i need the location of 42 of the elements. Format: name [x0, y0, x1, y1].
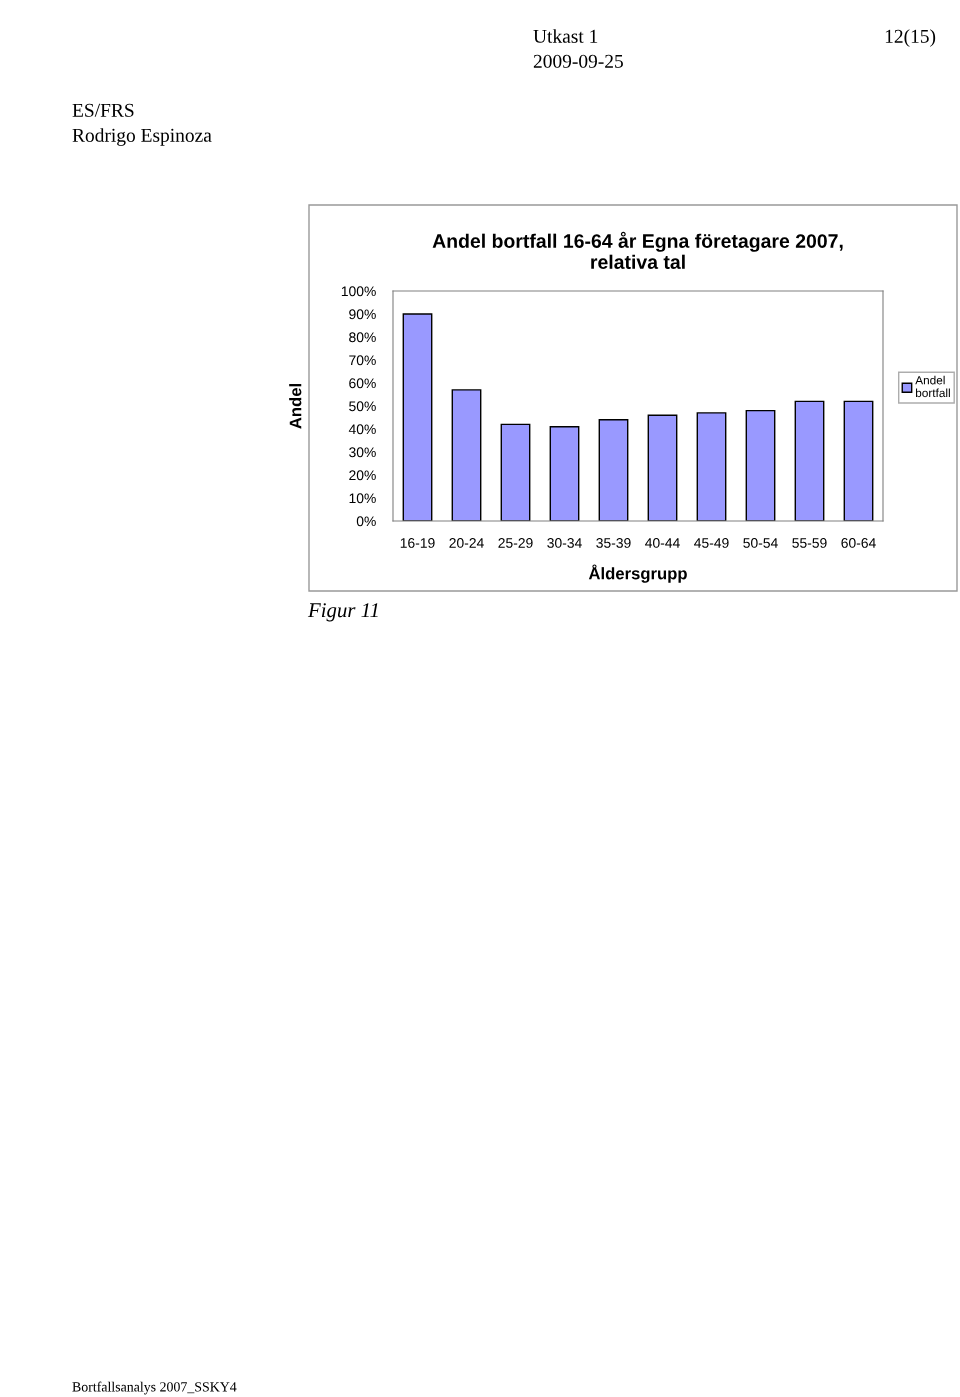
text: Figur 11 — [307, 603, 378, 622]
text: Bortfallsanalys 2007_SSKY4 — [72, 1381, 237, 1395]
x-tick-label: 25-29 — [498, 538, 533, 548]
bar — [598, 419, 629, 521]
bar — [402, 313, 433, 521]
x-tick-label: 40-44 — [645, 538, 680, 548]
x-tick-label: 45-49 — [694, 538, 729, 548]
x-tick-label: 50-54 — [743, 538, 778, 548]
y-tick-label: 40% — [348, 424, 376, 435]
y-tick-label: 60% — [349, 378, 376, 389]
y-tick-label: 80% — [349, 332, 376, 343]
text: ES/FRS — [72, 103, 134, 117]
y-tick-label: 50% — [349, 401, 376, 412]
y-tick-label: 90% — [349, 309, 376, 320]
text: 2009-09-25 — [533, 54, 623, 68]
x-axis-title: Åldersgrupp — [588, 564, 687, 583]
bar — [451, 389, 482, 521]
text: Rodrigo Espinoza — [72, 128, 212, 146]
chart-title: Andel bortfall 16-64 år Egna företagare 2007, relativa tal — [432, 231, 843, 269]
bar — [794, 400, 825, 521]
y-tick-label: 0% — [356, 516, 376, 527]
bar — [745, 409, 776, 521]
x-tick-label: 60-64 — [841, 538, 876, 548]
y-tick-label: 30% — [349, 447, 376, 458]
y-tick-label: 10% — [349, 493, 376, 504]
x-tick-label: 35-39 — [596, 538, 631, 548]
legend-label: Andel bortfall — [915, 375, 950, 398]
x-tick-label: 30-34 — [547, 538, 582, 548]
bar — [843, 400, 874, 521]
bar — [696, 412, 727, 521]
bar — [500, 423, 531, 521]
x-tick-label: 20-24 — [449, 538, 484, 548]
y-tick-label: 70% — [349, 355, 376, 366]
y-axis-title: Andel — [289, 384, 302, 429]
y-tick-label: 20% — [349, 470, 376, 481]
text: 12(15) — [885, 29, 936, 47]
x-tick-label: 55-59 — [792, 538, 827, 548]
bar — [647, 414, 678, 521]
y-tick-label: 100% — [341, 286, 376, 297]
text: Utkast 1 — [533, 29, 598, 43]
bar — [549, 426, 580, 521]
x-tick-label: 16-19 — [400, 538, 435, 548]
